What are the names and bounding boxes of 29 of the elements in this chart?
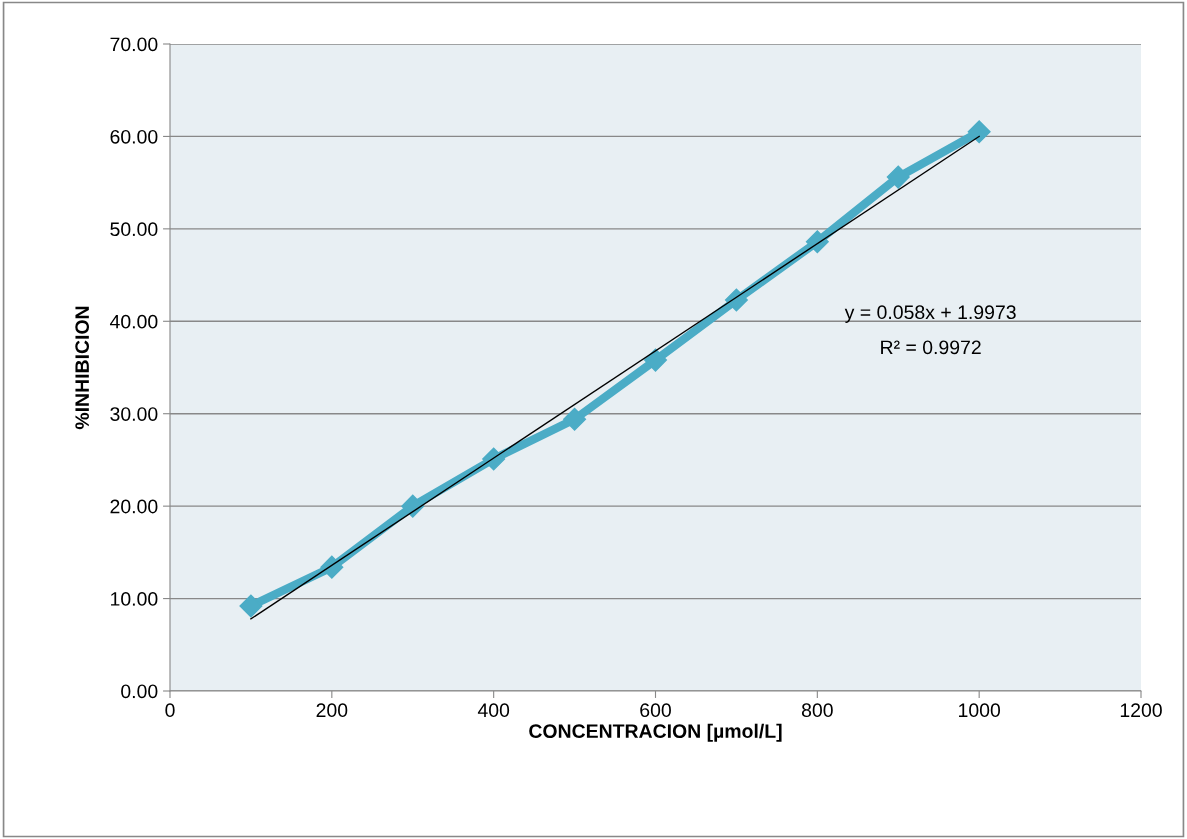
y-tick-label: 40.00 <box>109 314 158 329</box>
x-tick-label: 800 <box>801 703 833 718</box>
x-tick-label: 200 <box>316 703 348 718</box>
x-tick-label: 1000 <box>959 703 1001 718</box>
point <box>239 594 263 618</box>
y-tick-label: 50.00 <box>110 222 158 237</box>
x-tick-label: 400 <box>477 703 510 718</box>
point <box>805 230 829 254</box>
point <box>886 165 910 189</box>
point <box>320 555 344 579</box>
y-tick-label: 0.00 <box>121 684 158 699</box>
y-tick-label: 20.00 <box>110 499 158 514</box>
x-axis-title: CONCENTRACION [µmol/L] <box>529 723 782 742</box>
y-tick-label: 30.00 <box>110 407 158 421</box>
annotation: y = 0.058x + 1.9973 <box>844 305 1016 323</box>
y-axis-title: %INHIBICION <box>75 306 90 430</box>
point <box>401 494 425 518</box>
point <box>724 288 748 312</box>
point <box>563 407 587 431</box>
point <box>644 348 667 372</box>
x-tick-label: 1200 <box>1120 703 1162 718</box>
point <box>482 447 506 471</box>
x-tick-label: 600 <box>640 703 671 718</box>
annotation: R² = 0.9972 <box>881 340 981 355</box>
y-tick-label: 10.00 <box>111 592 158 606</box>
y-tick-label: 60.00 <box>110 129 158 144</box>
point <box>967 120 991 144</box>
y-tick-label: 70.00 <box>110 37 158 52</box>
x-tick-label: 0 <box>165 703 175 718</box>
